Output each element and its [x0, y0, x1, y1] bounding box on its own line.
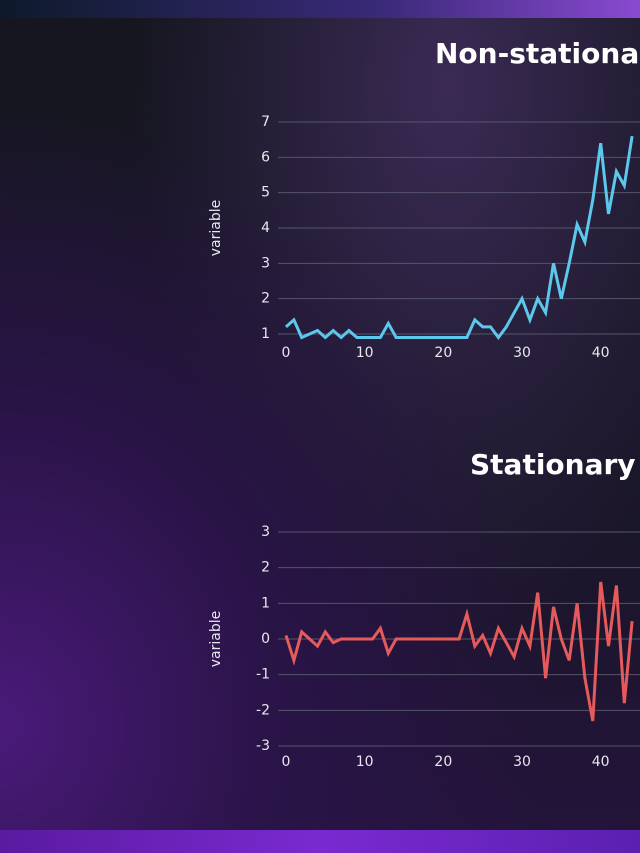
y-tick-label: -2 [256, 702, 270, 718]
x-tick-label: 20 [434, 345, 452, 361]
x-tick-label: 30 [513, 754, 531, 770]
y-tick-label: 1 [261, 326, 270, 342]
top-bar [0, 0, 640, 18]
x-tick-label: 30 [513, 345, 531, 361]
y-tick-label: 1 [261, 595, 270, 611]
y-tick-label: 2 [261, 560, 270, 576]
x-tick-label: 10 [356, 345, 374, 361]
y-tick-label: 5 [261, 185, 270, 201]
y-tick-label: 3 [261, 524, 270, 540]
y-axis-label: variable [208, 611, 224, 667]
y-tick-label: -1 [256, 667, 270, 683]
y-tick-label: 7 [261, 114, 270, 130]
y-tick-label: 4 [261, 220, 270, 236]
x-tick-label: 0 [282, 345, 291, 361]
x-tick-label: 20 [434, 754, 452, 770]
x-tick-label: 40 [592, 345, 610, 361]
chart-title: Stationary [470, 448, 636, 481]
y-axis-label: variable [208, 200, 224, 256]
chart-title: Non-stationa [435, 37, 639, 70]
x-tick-label: 10 [356, 754, 374, 770]
data-line [285, 135, 634, 341]
y-tick-label: 3 [261, 255, 270, 271]
y-tick-label: 0 [261, 631, 270, 647]
y-tick-label: 2 [261, 291, 270, 307]
data-line [284, 581, 634, 722]
y-tick-label: -3 [256, 738, 270, 754]
x-tick-label: 40 [592, 754, 610, 770]
bottom-bar [0, 830, 640, 853]
x-tick-label: 0 [282, 754, 291, 770]
y-tick-label: 6 [261, 149, 270, 165]
